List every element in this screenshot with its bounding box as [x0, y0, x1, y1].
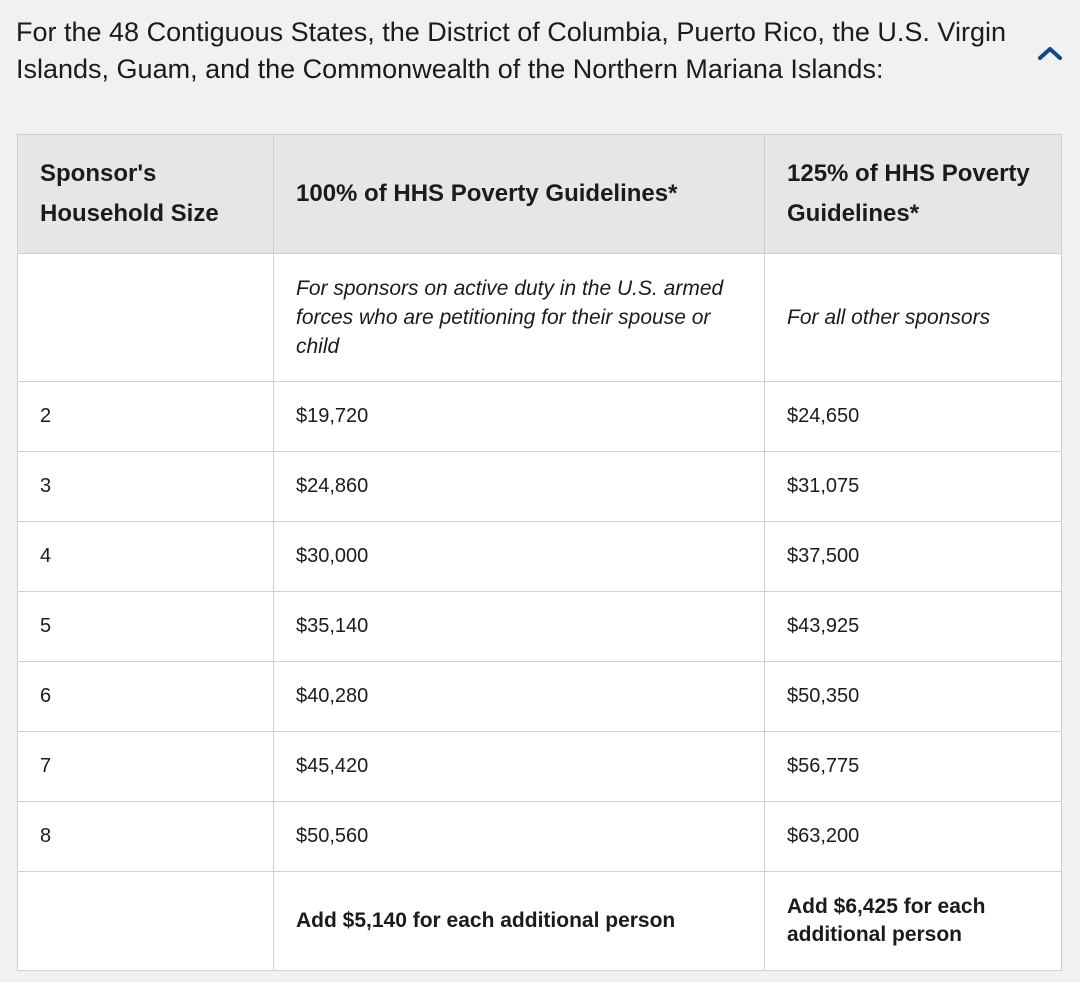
hhs-100-cell: $35,140 [273, 591, 765, 662]
collapse-toggle-button[interactable] [1028, 38, 1072, 68]
hhs-125-cell: $24,650 [764, 381, 1062, 452]
table-row: 8 $50,560 $63,200 [17, 801, 1062, 872]
hhs-125-cell: $50,350 [764, 661, 1062, 732]
section-header: For the 48 Contiguous States, the Distri… [16, 14, 1016, 88]
header-hhs-125: 125% of HHS Poverty Guidelines* [764, 134, 1062, 254]
table-header-row: Sponsor's Household Size 100% of HHS Pov… [17, 134, 1062, 254]
hhs-125-cell: $37,500 [764, 521, 1062, 592]
household-size-cell: 2 [17, 381, 274, 452]
table-row: 7 $45,420 $56,775 [17, 731, 1062, 802]
note-household-size [17, 253, 274, 382]
header-hhs-100: 100% of HHS Poverty Guidelines* [273, 134, 765, 254]
household-size-cell: 4 [17, 521, 274, 592]
additional-hhs-100: Add $5,140 for each additional person [273, 871, 765, 971]
household-size-cell: 8 [17, 801, 274, 872]
hhs-125-cell: $56,775 [764, 731, 1062, 802]
hhs-100-cell: $50,560 [273, 801, 765, 872]
table-row: 5 $35,140 $43,925 [17, 591, 1062, 662]
additional-hhs-125: Add $6,425 for each additional person [764, 871, 1062, 971]
hhs-100-cell: $40,280 [273, 661, 765, 732]
table-row: 4 $30,000 $37,500 [17, 521, 1062, 592]
table-additional-row: Add $5,140 for each additional person Ad… [17, 871, 1062, 971]
note-hhs-125: For all other sponsors [764, 253, 1062, 382]
header-household-size: Sponsor's Household Size [17, 134, 274, 254]
hhs-100-cell: $30,000 [273, 521, 765, 592]
household-size-cell: 7 [17, 731, 274, 802]
household-size-cell: 6 [17, 661, 274, 732]
hhs-100-cell: $24,860 [273, 451, 765, 522]
hhs-100-cell: $45,420 [273, 731, 765, 802]
hhs-100-cell: $19,720 [273, 381, 765, 452]
table-row: 3 $24,860 $31,075 [17, 451, 1062, 522]
household-size-cell: 5 [17, 591, 274, 662]
additional-household-size [17, 871, 274, 971]
household-size-cell: 3 [17, 451, 274, 522]
poverty-guidelines-table: Sponsor's Household Size 100% of HHS Pov… [17, 134, 1062, 971]
note-hhs-100: For sponsors on active duty in the U.S. … [273, 253, 765, 382]
hhs-125-cell: $31,075 [764, 451, 1062, 522]
chevron-up-icon [1038, 47, 1062, 60]
section-heading: For the 48 Contiguous States, the Distri… [16, 17, 1006, 84]
table-note-row: For sponsors on active duty in the U.S. … [17, 253, 1062, 382]
hhs-125-cell: $63,200 [764, 801, 1062, 872]
table-row: 6 $40,280 $50,350 [17, 661, 1062, 732]
table-row: 2 $19,720 $24,650 [17, 381, 1062, 452]
hhs-125-cell: $43,925 [764, 591, 1062, 662]
